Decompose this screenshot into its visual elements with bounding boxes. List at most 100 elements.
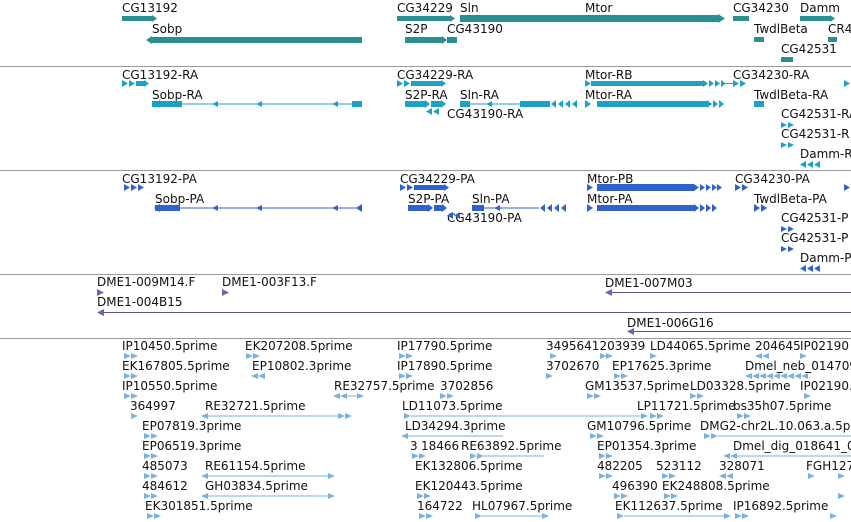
feature-label: CG34230-RA (733, 68, 810, 82)
est-label: EP17625.3prime (612, 359, 712, 373)
clone-glyphs (97, 289, 851, 335)
est-label: GH03834.5prime (205, 479, 308, 493)
est-label: IP17890.5prime (397, 359, 493, 373)
gene-glyph-CG42531 (781, 57, 793, 62)
feature-label: CG13192-RA (122, 68, 199, 82)
est-label: EK301851.5prime (145, 499, 253, 513)
feature-label: DME1-004B15 (97, 295, 183, 309)
transcript-glyphs (122, 80, 850, 168)
feature-label: Sobp-PA (155, 192, 205, 206)
est-label: LD03328.5prime (690, 379, 791, 393)
feature-label: Damm-R (800, 147, 851, 161)
est-glyphs (124, 353, 851, 519)
est-label: LP11721.5prime (637, 399, 736, 413)
protein-track[interactable]: CG13192-PA Sobp-PA CG34229-PA S2P-PA Sln… (0, 171, 851, 274)
gene-glyph-S2P (405, 37, 442, 43)
est-label: EP10802.3prime (252, 359, 352, 373)
feature-label: CG13192-PA (122, 172, 197, 186)
est-label: 523112 (656, 459, 702, 473)
feature-label: S2P-PA (408, 192, 450, 206)
feature-label: CG34229-PA (400, 172, 475, 186)
feature-label: CG43190-RA (447, 107, 524, 121)
feature-label: CG42531-P (781, 211, 849, 225)
est-label: 485073 (142, 459, 188, 473)
est-label: 204645 (755, 339, 801, 353)
est-label: IP02190 (800, 339, 849, 353)
feature-label: DME1-003F13.F (222, 275, 317, 289)
feature-label: Sobp-RA (152, 88, 203, 102)
est-label: IP10550.5prime (122, 379, 218, 393)
est-label: RE61154.5prime (205, 459, 306, 473)
est-label: HL07967.5prime (472, 499, 573, 513)
clone-track[interactable]: DME1-009M14.F DME1-003F13.F DME1-004B15 … (0, 275, 851, 338)
est-label: IP17790.5prime (397, 339, 493, 353)
est-label: 3702856 (440, 379, 494, 393)
feature-label: DME1-009M14.F (97, 275, 196, 289)
est-label: Dmel_dig_018641_06 (733, 439, 851, 453)
est-label: Dmel_neb_014709_05 (745, 359, 851, 373)
est-label: EK132806.5prime (415, 459, 523, 473)
est-label: GM13537.5prime (585, 379, 690, 393)
est-label: EK167805.5prime (122, 359, 230, 373)
feature-label: CG43190 (447, 22, 503, 36)
est-label: 3702670 (546, 359, 600, 373)
gene-glyph-CG43190 (447, 37, 457, 43)
feature-label: TwdlBeta-RA (754, 88, 829, 102)
est-label: 328071 (719, 459, 765, 473)
feature-label: CG42531-R (781, 127, 850, 141)
est-label: IP02190. (800, 379, 851, 393)
track-separator (0, 170, 851, 171)
est-label: RE32757.5prime (334, 379, 435, 393)
feature-label: Damm-P (800, 251, 851, 265)
est-label: EP07819.3prime (142, 419, 242, 433)
gene-glyphs (122, 14, 837, 62)
feature-label: CG34229 (397, 1, 453, 15)
est-label: DMG2-chr2L.10.063.a.5p (700, 419, 851, 433)
feature-label: DME1-007M03 (605, 276, 693, 290)
est-label: EK248808.5prime (662, 479, 770, 493)
feature-label: TwdlBeta (754, 22, 808, 36)
feature-label: CG13192 (122, 1, 178, 15)
est-label: EK112637.5prime (615, 499, 723, 513)
est-label: EP06519.3prime (142, 439, 242, 453)
feature-label: Mtor-PA (587, 192, 633, 206)
transcript-track[interactable]: CG13192-RA Sobp-RA CG34229-RA S2P-RA Sln… (0, 67, 851, 170)
gene-glyph-CG34230 (733, 16, 749, 21)
est-label: 3 (410, 439, 418, 453)
gene-glyph-CG13192 (122, 16, 152, 21)
est-label: 364997 (130, 399, 176, 413)
feature-label: Mtor (585, 1, 613, 15)
gene-glyph-TwdlBeta (754, 37, 764, 42)
gene-glyph-Sln (460, 15, 718, 22)
gene-glyph-CG34229 (397, 16, 450, 21)
feature-label: Sln-PA (472, 192, 510, 206)
est-label: IP10450.5prime (122, 339, 218, 353)
est-label: LD34294.3prime (405, 419, 506, 433)
est-label: LD11073.5prime (402, 399, 503, 413)
est-label: EK207208.5prime (245, 339, 353, 353)
feature-label: S2P (405, 22, 428, 36)
feature-label: Sln (460, 1, 479, 15)
est-label: RE32721.5prime (205, 399, 306, 413)
feature-label: CG42531-RA (781, 107, 851, 121)
est-label: 18466 (421, 439, 460, 453)
est-label: LD44065.5prime (650, 339, 751, 353)
feature-label: CG42531 (781, 42, 837, 56)
feature-label: CG42531-P (781, 231, 849, 245)
est-label: IP16892.5prime (733, 499, 829, 513)
est-track[interactable]: IP10450.5prime EK207208.5prime IP17790.5… (0, 339, 851, 522)
track-separator (0, 66, 851, 67)
est-label: bs35h07.5prime (733, 399, 832, 413)
gene-glyph-Sobp (152, 37, 362, 43)
est-label: 482205 (597, 459, 643, 473)
feature-label: Damm (800, 1, 840, 15)
gene-track[interactable]: CG13192 Sobp CG34229 Sln S2P CG43190 Mto… (0, 0, 851, 66)
feature-label: CG34229-RA (397, 68, 474, 82)
feature-label: TwdlBeta-PA (754, 192, 827, 206)
est-label: 164722 (417, 499, 463, 513)
feature-label: CG43190-PA (447, 211, 522, 225)
est-label: EP01354.3prime (597, 439, 697, 453)
protein-glyphs (124, 184, 850, 272)
feature-label: Sln-RA (460, 88, 499, 102)
